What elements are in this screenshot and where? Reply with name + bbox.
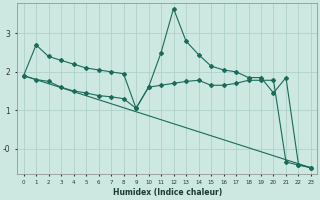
X-axis label: Humidex (Indice chaleur): Humidex (Indice chaleur) (113, 188, 222, 197)
